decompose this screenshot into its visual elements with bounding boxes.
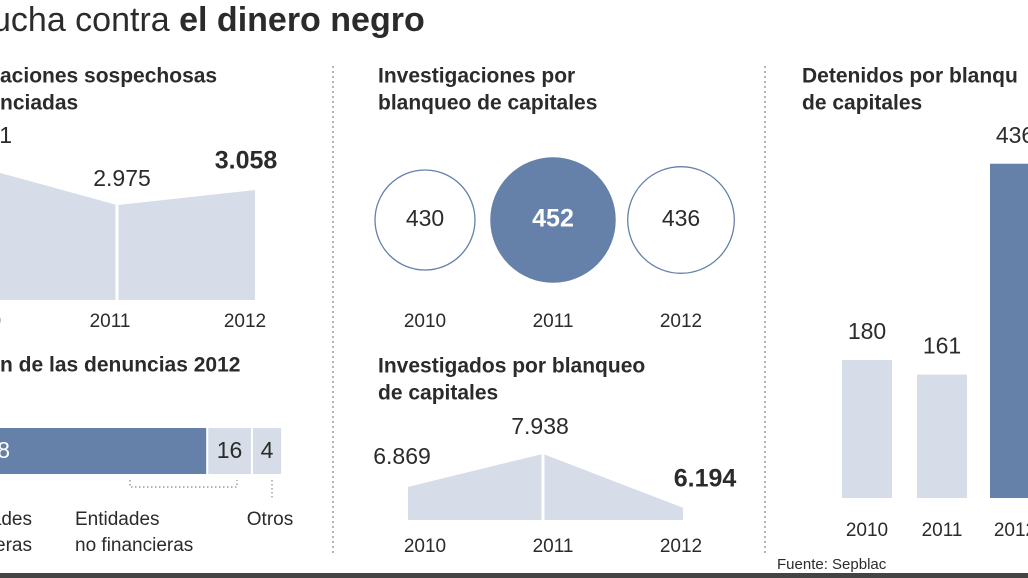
chart-title: Investigaciones por bbox=[378, 65, 575, 88]
value-label: 6.869 bbox=[373, 443, 431, 469]
category-label: Entidades financieras bbox=[0, 509, 32, 556]
category-label: Entidades no financieras bbox=[75, 509, 193, 556]
area bbox=[0, 172, 255, 300]
bar bbox=[990, 163, 1028, 498]
x-tick-label: 2011 bbox=[922, 520, 963, 541]
value-label: 2.975 bbox=[93, 165, 151, 191]
value-label: 16 bbox=[217, 437, 243, 463]
x-tick-label: 2012 bbox=[994, 520, 1028, 541]
bracket bbox=[129, 480, 238, 488]
chart-title: blanqueo de capitales bbox=[378, 92, 597, 115]
value-label: 161 bbox=[923, 333, 961, 359]
value-label: 3.058 bbox=[215, 147, 278, 175]
bubble bbox=[627, 166, 735, 274]
x-tick-label: 2010 bbox=[0, 311, 1, 332]
category-label-line: Entidades bbox=[0, 509, 32, 530]
x-tick-label: 2010 bbox=[404, 311, 446, 332]
bottom-rule bbox=[0, 573, 1028, 578]
category-label-line: no financieras bbox=[75, 535, 193, 556]
headline-bold: el dinero negro bbox=[179, 1, 425, 39]
bar-segment bbox=[0, 428, 207, 474]
bubble bbox=[490, 157, 616, 283]
category-label-line: Otros bbox=[247, 509, 293, 530]
chart-title: nciadas bbox=[0, 92, 78, 115]
headline: ucha contra el dinero negro bbox=[0, 1, 425, 39]
bar bbox=[917, 374, 967, 498]
bubble bbox=[374, 169, 476, 271]
value-label: 180 bbox=[848, 318, 886, 344]
value-label: 430 bbox=[406, 205, 444, 231]
x-tick-label: 2011 bbox=[533, 311, 574, 332]
category-label: Otros bbox=[247, 509, 293, 530]
x-tick-label: 2012 bbox=[224, 311, 266, 332]
value-label: 6.194 bbox=[674, 465, 737, 493]
bar-segment bbox=[252, 428, 282, 474]
value-label: 436 bbox=[662, 205, 700, 231]
x-tick-label: 2011 bbox=[90, 311, 131, 332]
chart-title: Detenidos por blanqu bbox=[802, 65, 1018, 88]
bar bbox=[842, 360, 892, 498]
source: Fuente: Sepblac bbox=[777, 556, 887, 573]
value-label: 452 bbox=[532, 205, 574, 233]
value-label: 7.938 bbox=[511, 413, 569, 439]
value-label: 436 bbox=[996, 122, 1028, 148]
category-label-line: financieras bbox=[0, 535, 32, 556]
headline-light: ucha contra bbox=[0, 1, 170, 39]
x-tick-label: 2012 bbox=[660, 536, 702, 557]
chart-title: de capitales bbox=[802, 92, 922, 115]
x-tick-label: 2011 bbox=[533, 536, 574, 557]
chart-title: Investigados por blanqueo bbox=[378, 355, 645, 378]
chart-title: de capitales bbox=[378, 382, 498, 405]
bar-segment bbox=[208, 428, 251, 474]
value-label: 3.038 bbox=[0, 437, 10, 463]
chart-title: aciones sospechosas bbox=[0, 65, 217, 88]
area bbox=[408, 453, 683, 520]
x-tick-label: 2010 bbox=[404, 536, 446, 557]
x-tick-label: 2010 bbox=[846, 520, 888, 541]
chart-title: n de las denuncias 2012 bbox=[0, 354, 240, 377]
value-label: 3.171 bbox=[0, 122, 12, 148]
x-tick-label: 2012 bbox=[660, 311, 702, 332]
category-label-line: Entidades bbox=[75, 509, 160, 530]
value-label: 4 bbox=[261, 437, 274, 463]
